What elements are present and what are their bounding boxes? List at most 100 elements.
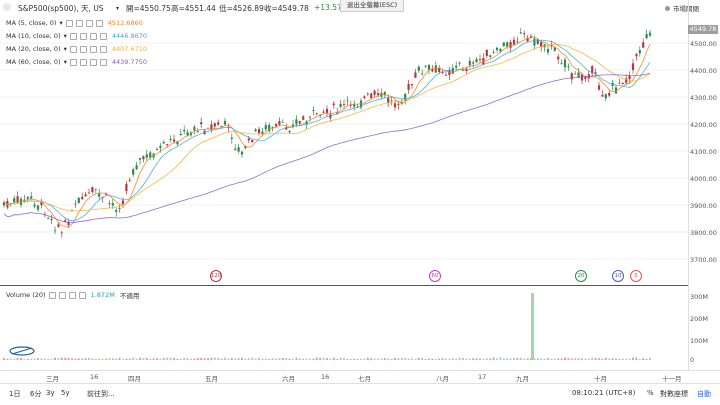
- volume-bar: [57, 358, 60, 360]
- candle-body: [570, 73, 573, 80]
- indicator-label[interactable]: MA (5, close, 0): [6, 19, 57, 27]
- close-value: 收=4549.78: [264, 4, 309, 13]
- settings-icon[interactable]: [79, 32, 87, 40]
- candle-body: [546, 49, 550, 53]
- volume-bar: [557, 358, 560, 360]
- time-tick: 三月: [46, 375, 59, 383]
- indicator-label[interactable]: MA (10, close, 0): [6, 32, 61, 40]
- eye-icon[interactable]: [65, 19, 73, 27]
- range-1d-button[interactable]: 1日: [9, 390, 21, 398]
- volume-bar: [179, 358, 182, 360]
- event-marker[interactable]: 5: [630, 270, 642, 282]
- event-marker[interactable]: 60: [429, 270, 441, 282]
- indicator-ma60[interactable]: MA (60, close, 0) ▾ 4439.7750: [6, 56, 149, 68]
- log-scale-toggle[interactable]: 對數座標: [660, 390, 688, 398]
- volume-bar: [553, 358, 556, 360]
- indicator-label[interactable]: MA (20, close, 0): [6, 45, 61, 53]
- close-icon[interactable]: [89, 32, 97, 40]
- volume-bar: [74, 358, 77, 360]
- eye-icon[interactable]: [48, 291, 56, 299]
- pane-divider[interactable]: [0, 285, 688, 286]
- chevron-down-icon[interactable]: ▾: [63, 45, 67, 53]
- chevron-down-icon[interactable]: ▾: [63, 58, 67, 66]
- volume-bar: [210, 357, 213, 360]
- candle-body: [230, 137, 233, 139]
- candle-body: [332, 103, 335, 106]
- volume-bar: [173, 358, 175, 360]
- volume-bar: [468, 358, 471, 360]
- close-icon[interactable]: [89, 45, 97, 53]
- event-marker[interactable]: 10: [612, 270, 624, 282]
- more-icon[interactable]: [95, 19, 103, 27]
- time-tick: 八月: [436, 375, 449, 383]
- percent-toggle[interactable]: %: [647, 389, 654, 397]
- chevron-down-icon[interactable]: ▾: [116, 5, 120, 12]
- close-icon[interactable]: [89, 58, 97, 66]
- eye-icon[interactable]: [69, 58, 77, 66]
- candle-body: [247, 138, 250, 141]
- indicator-ma10[interactable]: MA (10, close, 0) ▾ 4446.8670: [6, 30, 149, 42]
- collapse-icon[interactable]: [3, 3, 11, 11]
- volume-bar: [50, 358, 53, 360]
- range-3y-button[interactable]: 3y: [46, 389, 55, 397]
- volume-bar: [383, 357, 386, 360]
- volume-bar: [526, 358, 529, 360]
- market-status: 市場關閉: [673, 5, 699, 13]
- chevron-down-icon[interactable]: ▾: [59, 19, 63, 27]
- close-icon[interactable]: [68, 291, 76, 299]
- volume-bar: [519, 357, 522, 360]
- volume-bar: [611, 358, 614, 360]
- chart-header: S&P500(sp500), 天, US ▾ 開=4550.75 高=4551.…: [0, 0, 720, 16]
- volume-bar: [295, 357, 298, 360]
- more-icon[interactable]: [99, 58, 107, 66]
- volume-bar: [417, 357, 420, 360]
- auto-scale-toggle[interactable]: 自動: [697, 390, 711, 398]
- volume-bar: [506, 358, 509, 360]
- range-5y-button[interactable]: 5y: [61, 389, 70, 397]
- volume-chart[interactable]: [0, 286, 688, 370]
- event-marker[interactable]: 20: [575, 270, 587, 282]
- candle-body: [489, 55, 492, 57]
- goto-date-button[interactable]: 前往到...: [87, 390, 115, 398]
- more-icon[interactable]: [99, 32, 107, 40]
- candle-body: [356, 106, 359, 108]
- eye-icon[interactable]: [69, 45, 77, 53]
- broker-logo: [9, 346, 35, 356]
- candle-body: [536, 39, 539, 44]
- chevron-down-icon[interactable]: ▾: [63, 32, 67, 40]
- volume-label[interactable]: Volume (20): [6, 291, 46, 299]
- volume-tick: 100M: [690, 337, 709, 345]
- clock-timezone[interactable]: 08:10:21 (UTC+8): [572, 389, 636, 397]
- more-icon[interactable]: [78, 291, 86, 299]
- more-icon[interactable]: [99, 45, 107, 53]
- candle-body: [196, 131, 199, 132]
- indicator-ma20[interactable]: MA (20, close, 0) ▾ 4407.6710: [6, 43, 149, 55]
- volume-bar: [346, 358, 349, 360]
- price-tick: 4400.00: [690, 67, 717, 75]
- volume-bar: [550, 358, 553, 360]
- settings-icon[interactable]: [75, 19, 83, 27]
- price-chart[interactable]: [0, 0, 688, 285]
- settings-icon[interactable]: [79, 45, 87, 53]
- volume-bar: [489, 358, 492, 360]
- candle-body: [125, 183, 128, 192]
- candle-body: [577, 72, 580, 78]
- volume-bar: [77, 358, 80, 360]
- candle-body: [111, 203, 114, 206]
- volume-legend[interactable]: Volume (20) 1.872M 不適用: [6, 289, 139, 301]
- range-6m-button[interactable]: 6分: [30, 390, 42, 398]
- close-icon[interactable]: [85, 19, 93, 27]
- candle-body: [574, 73, 577, 75]
- volume-bar: [64, 357, 67, 360]
- event-marker[interactable]: 120: [210, 270, 222, 282]
- indicator-ma5[interactable]: MA (5, close, 0) ▾ 4512.6860: [6, 17, 145, 29]
- exit-fullscreen-tooltip[interactable]: 退出全螢幕(ESC): [340, 0, 404, 12]
- symbol-title[interactable]: S&P500(sp500), 天, US: [18, 4, 104, 13]
- candle-body: [40, 202, 43, 206]
- indicator-label[interactable]: MA (60, close, 0): [6, 58, 61, 66]
- settings-icon[interactable]: [58, 291, 66, 299]
- volume-bar: [16, 357, 19, 360]
- settings-icon[interactable]: [79, 58, 87, 66]
- time-tick: 五月: [205, 375, 218, 383]
- eye-icon[interactable]: [69, 32, 77, 40]
